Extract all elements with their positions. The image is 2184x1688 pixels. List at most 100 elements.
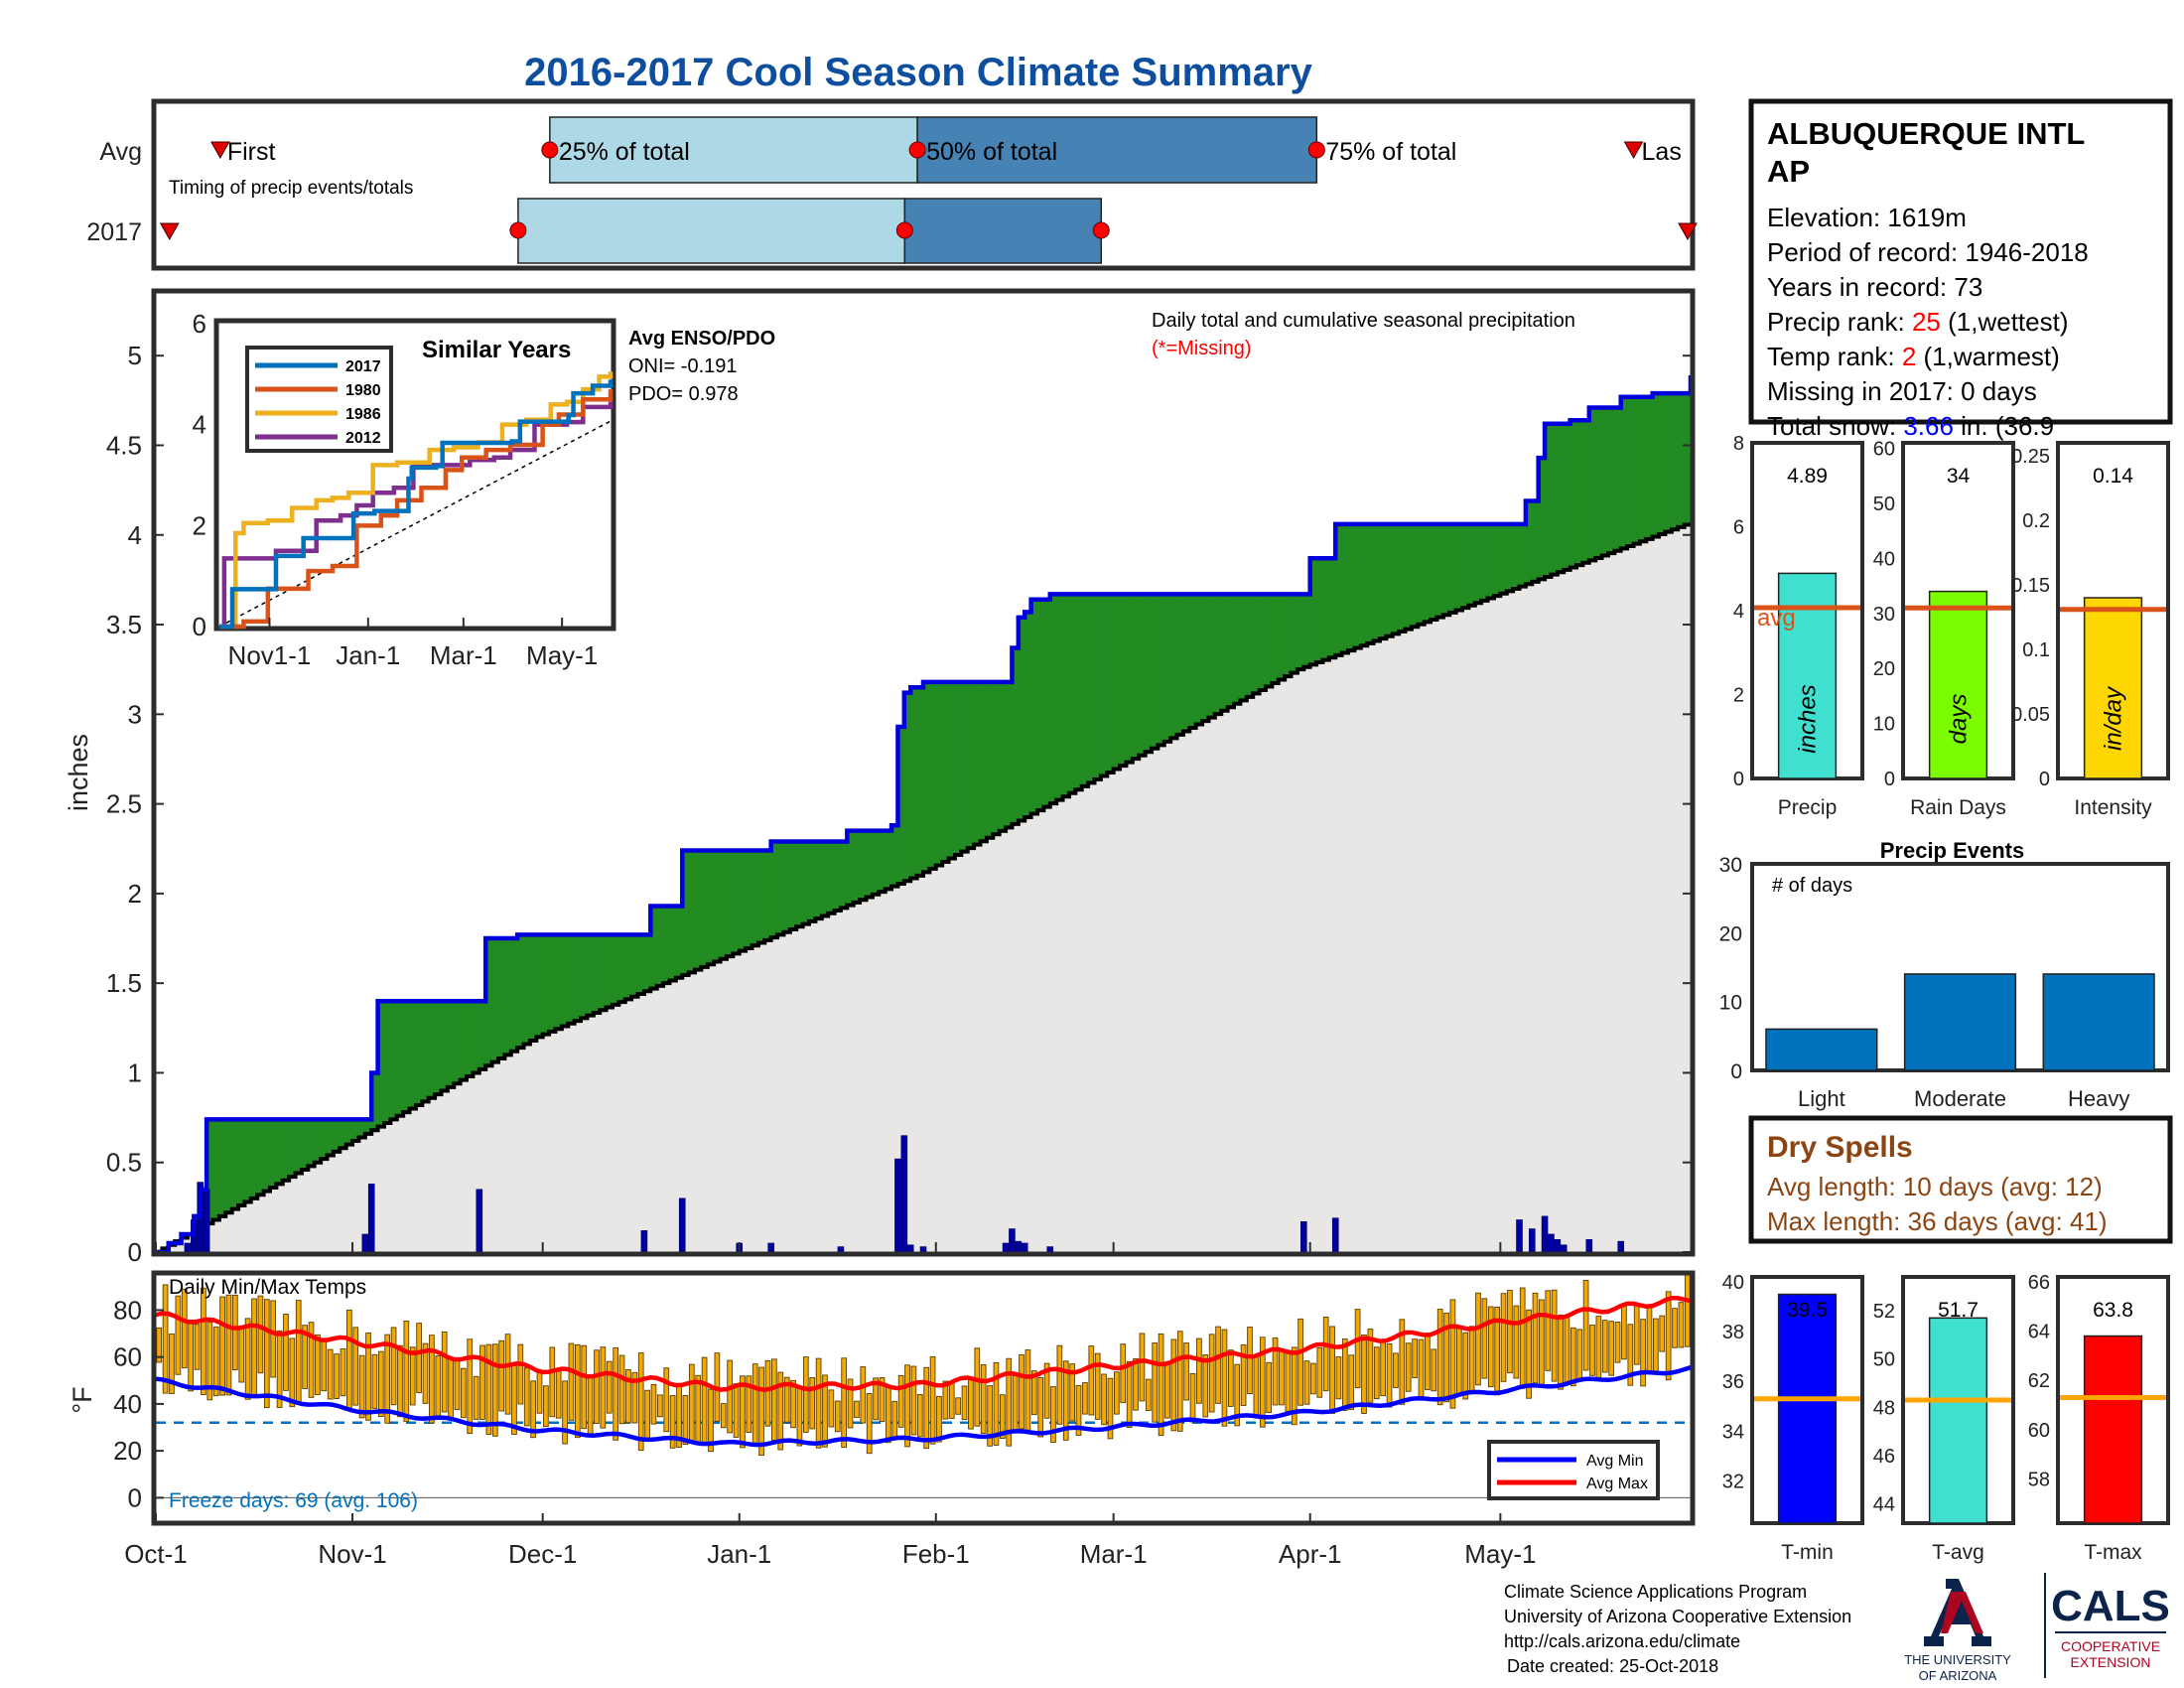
daily-temp-bar <box>1208 1334 1215 1413</box>
timing-row-label-avg: Avg <box>99 138 142 166</box>
precip-departure-fill <box>231 1118 236 1210</box>
precip-departure-fill <box>1201 593 1206 722</box>
precip-departure-fill <box>1094 593 1099 780</box>
precip-departure-fill <box>913 686 918 878</box>
precip-departure-fill <box>1008 681 1013 827</box>
season-t-avg-y-tick-label: 46 <box>1873 1446 1895 1468</box>
daily-temp-bar <box>1024 1349 1031 1431</box>
precip-departure-fill <box>1005 681 1010 829</box>
precip-departure-fill <box>960 681 965 853</box>
precip-departure-fill <box>342 1118 347 1148</box>
precip-departure-fill <box>954 681 959 856</box>
precip-departure-fill <box>1113 593 1118 771</box>
precip-departure-fill <box>1401 523 1406 632</box>
precip-departure-fill <box>333 1118 338 1153</box>
precip-departure-fill <box>215 1118 220 1219</box>
precip-departure-fill <box>510 937 515 1053</box>
daily-temp-bar <box>581 1344 588 1430</box>
temps-y-tick-label: 60 <box>113 1342 142 1372</box>
season-t-max-bar <box>2083 1335 2143 1524</box>
precip-departure-fill <box>1052 593 1057 803</box>
daily-temp-bar <box>1316 1346 1323 1398</box>
precip-departure-fill <box>919 686 924 875</box>
season-precip-value-label: 4.89 <box>1787 465 1828 488</box>
precip-departure-fill <box>1297 593 1301 670</box>
precip-departure-fill <box>1433 523 1437 620</box>
daily-temp-bar <box>1348 1354 1355 1410</box>
precip-departure-fill <box>1176 593 1181 736</box>
precip-departure-fill <box>503 937 508 1056</box>
precip-departure-fill <box>704 850 709 967</box>
precip-departure-fill <box>716 850 721 961</box>
daily-temp-bar <box>1614 1322 1621 1363</box>
precip-departure-fill <box>336 1118 341 1151</box>
precip-departure-fill <box>614 934 619 1005</box>
daily-precip-bar <box>361 1233 369 1253</box>
daily-temp-bar <box>1570 1327 1576 1387</box>
daily-temp-bar <box>1468 1326 1475 1393</box>
precip-departure-fill <box>1090 593 1095 782</box>
precip-departure-fill <box>1499 523 1504 595</box>
daily-temp-bar <box>1462 1332 1469 1400</box>
footer-date: Date created: 25-Oct-2018 <box>1507 1656 1718 1676</box>
precip-departure-fill <box>1658 392 1663 535</box>
daily-temp-bar <box>371 1353 378 1409</box>
precip-departure-fill <box>1179 593 1184 734</box>
precip-departure-fill <box>580 934 585 1019</box>
precip-departure-fill <box>1585 419 1590 563</box>
precip-departure-fill <box>1227 593 1232 708</box>
precip-departure-fill <box>938 681 943 865</box>
daily-precip-bar <box>1541 1215 1549 1253</box>
precip-departure-fill <box>221 1118 226 1215</box>
precip-departure-fill <box>599 934 604 1011</box>
precip-plot <box>154 375 1694 1255</box>
precip-departure-fill <box>1385 523 1390 637</box>
daily-temp-bar <box>270 1300 277 1378</box>
precip-departure-fill <box>1116 593 1121 769</box>
precip-departure-fill <box>646 934 651 991</box>
precip-departure-fill <box>532 934 537 1040</box>
precip-departure-fill <box>1551 423 1556 576</box>
station-missing: Missing in 2017: 0 days <box>1767 376 2037 406</box>
precip-departure-fill <box>307 1118 312 1168</box>
precip-departure-fill <box>1195 593 1200 726</box>
footer: Climate Science Applications Program Uni… <box>1504 1573 2170 1683</box>
precip-departure-fill <box>1217 593 1222 714</box>
timing-panel: Avg 2017 Timing of precip events/totals … <box>86 98 1698 271</box>
precip-departure-fill <box>1341 523 1346 654</box>
timing-avg-bar-q2 <box>916 116 1318 184</box>
precip-y-tick-label: 4.5 <box>106 430 142 460</box>
daily-temp-bar <box>422 1342 429 1404</box>
footer-url[interactable]: http://cals.arizona.edu/climate <box>1504 1631 1740 1651</box>
season-intensity-unit-label: in/day <box>2101 685 2127 751</box>
daily-temp-bar <box>1012 1371 1019 1431</box>
precip-departure-fill <box>1458 523 1463 610</box>
precip-departure-fill <box>1071 593 1076 792</box>
precip-departure-fill <box>1519 523 1524 588</box>
timing-avg-marker-p75 <box>1307 141 1325 159</box>
daily-temp-bar <box>968 1377 974 1430</box>
daily-temp-bar <box>460 1367 467 1419</box>
month-tick-label: May-1 <box>1464 1539 1536 1569</box>
season-t-min-bar <box>1777 1293 1838 1524</box>
daily-temp-bar <box>543 1385 549 1428</box>
daily-temp-bar <box>454 1358 461 1411</box>
precip-departure-fill <box>840 841 845 909</box>
precip-departure-fill <box>659 906 664 986</box>
precip-departure-fill <box>1240 593 1245 701</box>
daily-temp-bar <box>987 1385 993 1447</box>
precip-departure-fill <box>224 1118 229 1213</box>
precip-departure-fill <box>389 1000 394 1121</box>
daily-precip-bar <box>1548 1233 1555 1253</box>
precip-events-y-tick-label: 20 <box>1719 922 1742 945</box>
precip-departure-fill <box>1100 593 1105 777</box>
precip-departure-fill <box>1294 593 1298 672</box>
precip-departure-fill <box>1126 593 1131 764</box>
daily-temp-bar <box>498 1339 505 1412</box>
daily-temp-bar <box>1152 1341 1159 1423</box>
daily-temp-bar <box>860 1366 867 1424</box>
temps-y-tick-label: 0 <box>128 1482 142 1512</box>
precip-departure-fill <box>882 830 887 892</box>
daily-temp-bar <box>169 1334 175 1394</box>
precip-departure-fill <box>1496 523 1501 596</box>
